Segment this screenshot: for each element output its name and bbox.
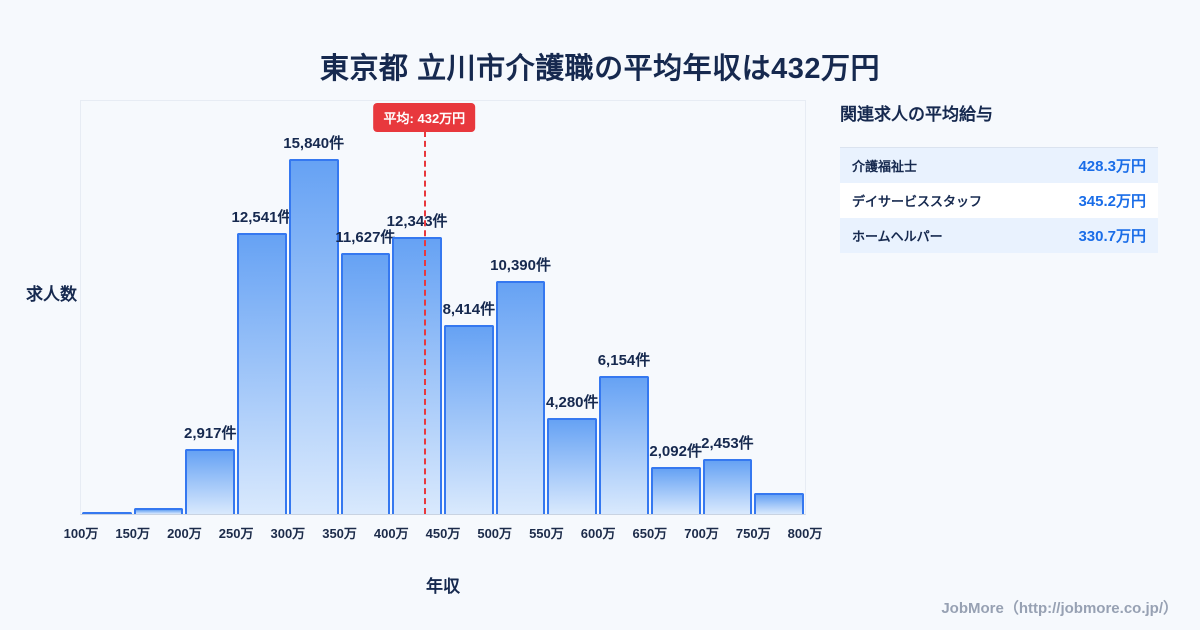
histogram-bar: [392, 237, 442, 514]
bar-slot: 6,154件: [598, 101, 650, 514]
histogram-bar: [599, 376, 649, 514]
x-tick-label: 450万: [425, 526, 461, 541]
histogram-bar: [702, 459, 753, 514]
bar-slot: [81, 101, 133, 514]
bar-value-label: 2,453件: [701, 435, 754, 452]
average-badge: 平均: 432万円: [373, 103, 476, 132]
x-axis-label: 年収: [426, 577, 460, 596]
histogram-bar: [495, 281, 546, 514]
related-jobs-table: 介護福祉士 428.3万円デイサービススタッフ 345.2万円ホームヘルパー 330.…: [840, 147, 1158, 253]
x-tick-label: 600万: [580, 526, 616, 541]
x-tick-label: 200万: [167, 526, 202, 541]
bar-value-label: 11,627件: [335, 229, 396, 246]
related-job-label: 介護福祉士: [852, 159, 918, 174]
bar-slot: [133, 101, 185, 514]
x-tick-label: 400万: [373, 526, 409, 541]
bar-slot: 2,917件: [183, 101, 237, 514]
histogram-bar: [133, 508, 184, 514]
histogram-bar: [547, 418, 598, 514]
histogram-bar: [340, 253, 391, 514]
related-job-row: 介護福祉士 428.3万円: [840, 148, 1158, 183]
salary-histogram-plot: 2,917件 12,541件 15,840件 11,627件 12,343件 8,414件…: [64, 100, 822, 541]
bar-value-label: 2,917件: [183, 425, 237, 442]
page-title: 東京都 立川市介護職の平均年収は432万円: [320, 53, 880, 86]
histogram-bar: [444, 325, 494, 514]
bar-value-label: 2,092件: [649, 443, 702, 460]
panel-heading: 関連求人の平均給与: [840, 105, 993, 124]
related-job-salary: 345.2万円: [1078, 193, 1146, 210]
x-tick-label: 300万: [270, 526, 306, 541]
histogram-bar: [237, 233, 287, 514]
histogram-bar: [754, 493, 804, 514]
x-tick-label: 750万: [735, 526, 771, 541]
related-job-row: デイサービススタッフ 345.2万円: [840, 183, 1158, 218]
x-tick-label: 250万: [218, 526, 254, 541]
bar-slot: 12,343件: [387, 101, 448, 514]
histogram-bar: [288, 159, 339, 514]
related-job-label: ホームヘルパー: [852, 229, 943, 244]
histogram-bar: [650, 467, 701, 514]
bar-slot: 2,092件: [649, 101, 702, 514]
x-tick-label: 700万: [684, 526, 719, 541]
bar-value-label: 10,390件: [490, 257, 551, 274]
bar-slot: [753, 101, 805, 514]
bar-slot: 12,541件: [232, 101, 292, 514]
histogram-bar: [185, 449, 236, 514]
bar-slot: 15,840件: [283, 101, 344, 514]
x-tick-label: 350万: [322, 526, 357, 541]
x-tick-label: 150万: [115, 526, 151, 541]
bar-value-label: 12,343件: [386, 213, 448, 230]
related-jobs-panel: 関連求人の平均給与 介護福祉士 428.3万円デイサービススタッフ 345.2万円ホ…: [840, 100, 1158, 253]
related-job-salary: 330.7万円: [1078, 228, 1146, 245]
related-job-row: ホームヘルパー 330.7万円: [840, 218, 1158, 253]
bar-value-label: 8,414件: [442, 301, 496, 318]
x-tick-label: 500万: [477, 526, 513, 541]
related-job-label: デイサービススタッフ: [852, 194, 983, 209]
bar-slot: 2,453件: [701, 101, 754, 514]
x-tick-label: 550万: [529, 526, 564, 541]
x-tick-label: 650万: [632, 526, 668, 541]
x-tick-label: 800万: [787, 526, 823, 541]
bar-slot: 8,414件: [443, 101, 495, 514]
bar-value-label: 4,280件: [545, 394, 599, 411]
histogram-bar: [82, 512, 132, 514]
bar-slot: 11,627件: [335, 101, 395, 514]
bar-value-label: 12,541件: [231, 209, 293, 226]
y-axis-label: 求人数: [26, 285, 77, 304]
related-job-salary: 428.3万円: [1078, 158, 1146, 175]
average-line: [424, 131, 427, 514]
bar-value-label: 15,840件: [283, 135, 345, 152]
bar-slot: 4,280件: [545, 101, 599, 514]
bar-value-label: 6,154件: [597, 352, 651, 369]
bar-slot: 10,390件: [490, 101, 551, 514]
x-tick-label: 100万: [63, 526, 99, 541]
footer-credit: JobMore（http://jobmore.co.jp/）: [941, 600, 1178, 617]
